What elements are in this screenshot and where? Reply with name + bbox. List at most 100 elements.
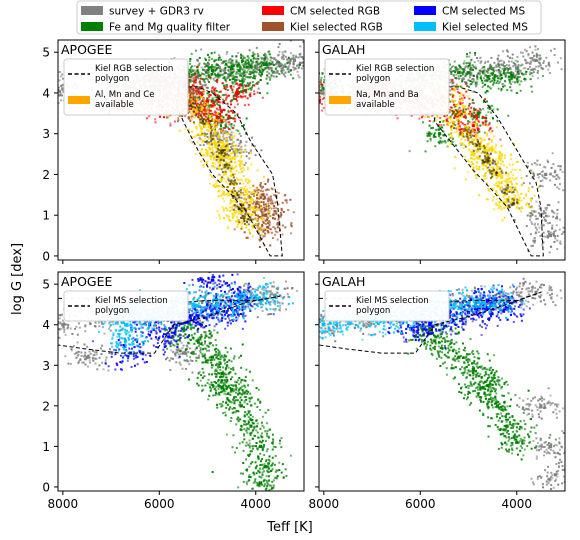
data-point (497, 63, 500, 66)
data-point (207, 113, 210, 116)
data-point (219, 162, 222, 165)
data-point (210, 126, 213, 129)
data-point (215, 184, 218, 187)
data-point (493, 79, 496, 82)
data-point (219, 147, 222, 150)
data-point (559, 165, 562, 168)
data-point (476, 111, 480, 115)
data-point (488, 104, 491, 107)
data-point (211, 150, 214, 153)
data-point (470, 74, 473, 77)
data-point (554, 170, 557, 173)
data-point (516, 80, 519, 83)
data-point (491, 79, 494, 82)
data-point (197, 114, 200, 117)
data-point (191, 130, 194, 133)
data-point (236, 95, 239, 98)
data-point (454, 76, 457, 79)
data-point (259, 181, 262, 184)
data-point (309, 101, 311, 103)
data-point (545, 177, 548, 180)
data-point (260, 149, 263, 152)
data-point (251, 206, 254, 209)
data-point (202, 92, 205, 95)
data-point (535, 228, 538, 231)
data-point (215, 107, 218, 110)
data-point (254, 82, 257, 85)
data-point (239, 178, 242, 181)
data-point (200, 48, 203, 51)
data-point (244, 75, 247, 78)
data-point (473, 61, 476, 64)
data-point (214, 142, 217, 145)
data-point (506, 55, 509, 58)
data-point (256, 69, 259, 72)
data-point (227, 154, 230, 157)
data-point (559, 240, 562, 243)
data-point (500, 74, 503, 77)
data-point (193, 95, 196, 98)
data-point (197, 106, 200, 109)
data-point (200, 138, 203, 141)
data-point (525, 225, 528, 228)
data-point (498, 77, 501, 80)
data-point (210, 64, 213, 67)
data-point (221, 171, 224, 174)
data-point (286, 58, 289, 61)
data-point (266, 216, 269, 219)
data-point (289, 52, 292, 55)
data-point (243, 56, 246, 59)
data-point (221, 130, 224, 133)
data-point (190, 95, 193, 98)
data-point (241, 192, 244, 195)
data-point (228, 142, 231, 145)
data-point (219, 90, 222, 93)
data-point (241, 78, 244, 81)
data-point (245, 191, 248, 194)
data-point (229, 190, 232, 193)
data-point (248, 216, 251, 219)
data-point (207, 72, 210, 75)
data-point (248, 83, 251, 86)
data-point (305, 97, 307, 99)
data-point (488, 67, 491, 70)
data-point (215, 118, 218, 121)
data-point (475, 67, 478, 70)
data-point (257, 55, 260, 58)
data-point (215, 146, 218, 149)
data-point (534, 239, 537, 242)
data-point (53, 84, 55, 86)
data-point (229, 74, 232, 77)
data-point (210, 99, 213, 102)
data-point (210, 158, 213, 161)
data-point (217, 111, 220, 114)
data-point (240, 151, 243, 154)
data-point (233, 144, 236, 147)
data-point (54, 82, 56, 84)
data-point (218, 138, 221, 141)
data-point (227, 73, 230, 76)
data-point (242, 182, 245, 185)
data-point (221, 206, 224, 209)
data-point (249, 207, 252, 210)
data-point (203, 103, 206, 106)
data-point (268, 207, 271, 210)
data-point (270, 74, 273, 77)
data-point (553, 47, 556, 50)
data-point (267, 211, 270, 214)
data-point (306, 87, 308, 89)
data-point (198, 86, 201, 89)
data-point (213, 122, 216, 125)
data-point (502, 70, 505, 73)
data-point (237, 171, 240, 174)
data-point (257, 87, 260, 90)
data-point (249, 209, 252, 212)
data-point (240, 210, 243, 213)
data-point (201, 154, 204, 157)
data-point (468, 62, 471, 65)
data-point (530, 68, 533, 71)
data-point (281, 51, 284, 54)
data-point (514, 65, 517, 68)
data-point (235, 145, 238, 148)
data-point (242, 214, 245, 217)
